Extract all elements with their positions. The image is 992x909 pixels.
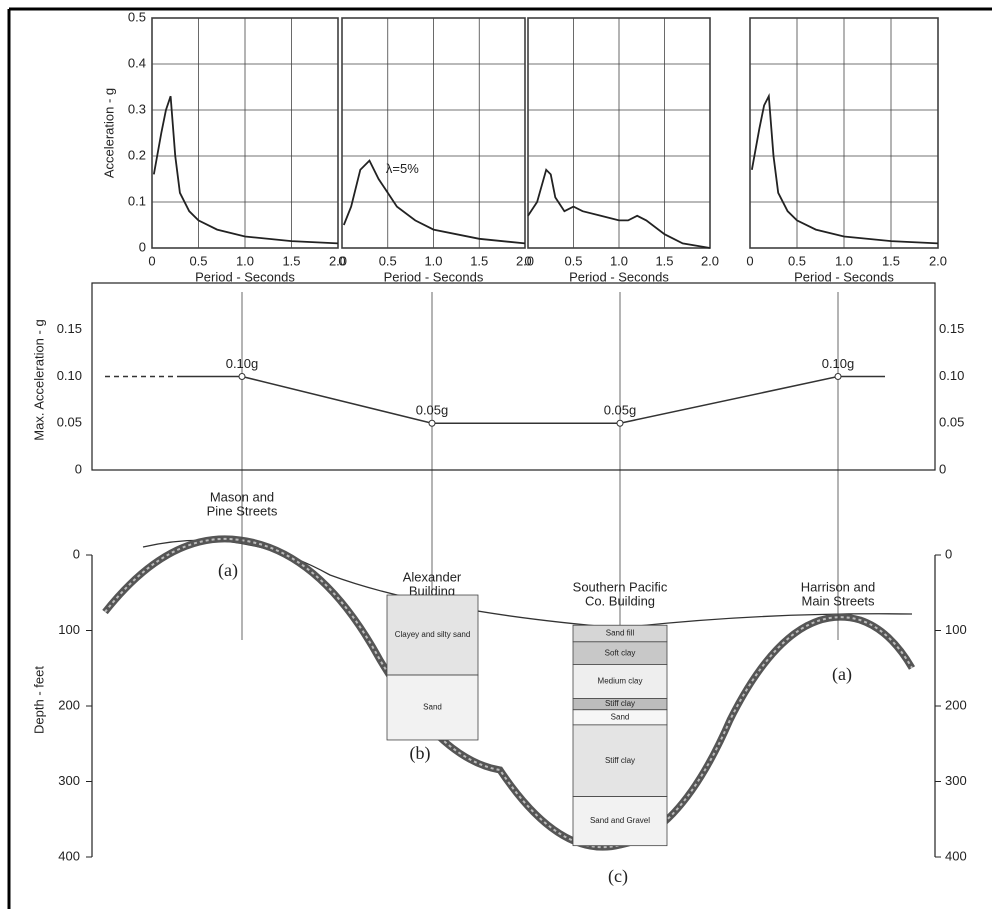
y2-tick-label: 0.15 — [939, 321, 964, 336]
x-axis-label: Period - Seconds — [195, 269, 295, 284]
location-name: Harrison and — [801, 579, 875, 594]
y-tick-label: 0.5 — [128, 9, 146, 24]
location-name: Alexander — [403, 569, 462, 584]
x-tick-label: 0.5 — [788, 253, 806, 268]
soil-layer — [572, 664, 668, 699]
layer-label: Soft clay — [605, 648, 636, 657]
y-tick-label: 100 — [58, 622, 80, 637]
location-name: Pine Streets — [207, 503, 278, 518]
location-name: Co. Building — [585, 593, 655, 608]
accel-frame — [91, 282, 936, 471]
x-axis-label: Period - Seconds — [384, 269, 484, 284]
value-label: 0.05g — [416, 403, 449, 418]
y-tick-label: 300 — [58, 773, 80, 788]
y-tick-label: 0 — [139, 239, 146, 254]
x-axis-label: Period - Seconds — [794, 269, 894, 284]
accel-point — [834, 373, 842, 380]
x-tick-label: 1.5 — [282, 253, 300, 268]
y-tick-label: 0.3 — [128, 101, 146, 116]
y-tick-label: 0 — [75, 461, 82, 476]
y-axis-label: Max. Acceleration - g — [31, 319, 46, 440]
location-note: (a) — [218, 560, 238, 581]
accel-line — [241, 375, 839, 424]
location-note: (a) — [832, 664, 852, 685]
y-tick-label: 0 — [73, 546, 80, 561]
x-tick-label: 2.0 — [701, 253, 719, 268]
location-name: Main Streets — [802, 593, 875, 608]
x-tick-label: 1.5 — [882, 253, 900, 268]
x-tick-label: 1.0 — [236, 253, 254, 268]
x-tick-label: 2.0 — [929, 253, 947, 268]
layer-label: Clayey and silty sand — [395, 630, 471, 639]
layer-label: Sand — [423, 703, 442, 712]
layer-label: Sand fill — [606, 629, 635, 638]
y2-tick-label: 400 — [945, 848, 967, 863]
y2-tick-label: 0 — [945, 546, 952, 561]
y-axis-label: Acceleration - g — [101, 88, 116, 178]
x-tick-label: 0.5 — [189, 253, 207, 268]
accel-point — [238, 373, 246, 380]
soil-layer — [572, 724, 668, 797]
x-tick-label: 0 — [524, 253, 531, 268]
soil-layer — [386, 594, 479, 676]
y2-tick-label: 200 — [945, 697, 967, 712]
spectrum-line — [342, 159, 526, 245]
x-tick-label: 1.5 — [655, 253, 673, 268]
y-tick-label: 0.05 — [57, 415, 82, 430]
x-tick-label: 2.0 — [516, 253, 534, 268]
y-tick-label: 0.4 — [128, 55, 146, 70]
x-tick-label: 2.0 — [329, 253, 347, 268]
layer-label: Stiff clay — [605, 756, 635, 765]
soil-layer — [386, 674, 479, 741]
x-tick-label: 0 — [746, 253, 753, 268]
y2-tick-label: 0 — [939, 461, 946, 476]
x-tick-label: 0.5 — [564, 253, 582, 268]
y-tick-label: 0.15 — [57, 321, 82, 336]
x-tick-label: 0.5 — [379, 253, 397, 268]
spectrum-line — [750, 92, 939, 245]
x-tick-label: 1.0 — [835, 253, 853, 268]
y2-tick-label: 0.10 — [939, 368, 964, 383]
layer-label: Sand — [611, 712, 630, 721]
x-tick-label: 1.0 — [610, 253, 628, 268]
y2-tick-label: 300 — [945, 773, 967, 788]
location-note: (b) — [410, 743, 431, 764]
y-tick-label: 0.10 — [57, 368, 82, 383]
x-axis-label: Period - Seconds — [569, 269, 669, 284]
annotation: λ=5% — [386, 161, 419, 176]
x-tick-label: 0 — [338, 253, 345, 268]
x-tick-label: 0 — [148, 253, 155, 268]
bedrock-texture — [104, 538, 913, 849]
location-name: Southern Pacific — [573, 579, 668, 594]
accel-point — [616, 419, 624, 427]
y-tick-label: 0.2 — [128, 147, 146, 162]
location-note: (c) — [608, 866, 628, 887]
spectrum-line — [527, 168, 711, 249]
y-tick-label: 200 — [58, 697, 80, 712]
layer-label: Stiff clay — [605, 699, 635, 708]
layer-label: Medium clay — [598, 677, 643, 686]
accel-point — [428, 419, 436, 427]
location-name: Mason and — [210, 489, 274, 504]
soil-layer — [572, 796, 668, 847]
y2-tick-label: 0.05 — [939, 415, 964, 430]
x-tick-label: 1.5 — [470, 253, 488, 268]
layer-label: Sand and Gravel — [590, 816, 650, 825]
y-axis-label: Depth - feet — [31, 666, 46, 734]
spectrum-line — [152, 95, 339, 245]
y-tick-label: 400 — [58, 848, 80, 863]
y-tick-label: 0.1 — [128, 193, 146, 208]
value-label: 0.05g — [604, 403, 637, 418]
x-tick-label: 1.0 — [424, 253, 442, 268]
value-label: 0.10g — [822, 356, 855, 371]
y2-tick-label: 100 — [945, 622, 967, 637]
value-label: 0.10g — [226, 356, 259, 371]
